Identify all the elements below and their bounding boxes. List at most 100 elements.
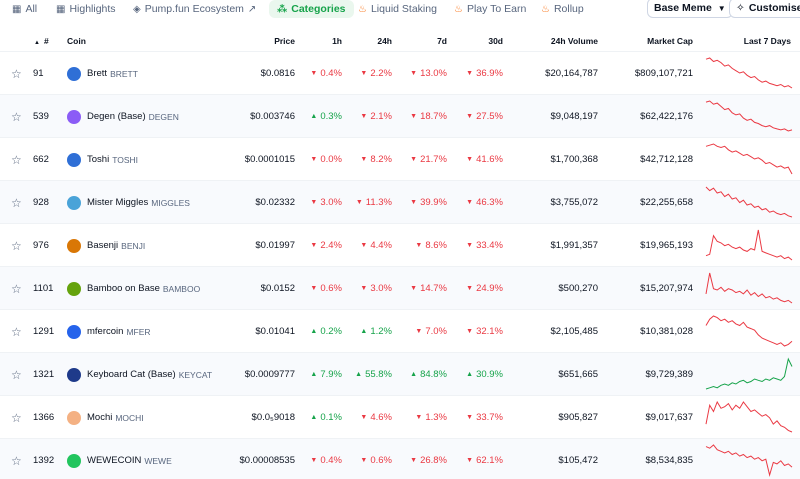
change-d30: ▼ 36.9% bbox=[466, 68, 503, 79]
caret-down-icon: ▼ bbox=[466, 457, 474, 464]
tab-play-to-earn[interactable]: ♨ Play To Earn bbox=[454, 3, 527, 15]
market-cap: $8,534,835 bbox=[645, 455, 693, 466]
caret-down-icon: ▼ bbox=[310, 242, 318, 249]
table-row[interactable]: ☆ 976 Basenji BENJI $0.01997 ▼ 2.4% ▼ 4.4% ▼ 8.6% ▼… bbox=[0, 223, 800, 266]
coin-name-link[interactable]: Brett BRETT bbox=[67, 52, 138, 95]
price: $0.003746 bbox=[250, 111, 295, 122]
watchlist-star-icon[interactable]: ☆ bbox=[11, 109, 22, 124]
coin-name-link[interactable]: Mister Miggles MIGGLES bbox=[67, 181, 190, 224]
flame-icon: ♨ bbox=[358, 3, 367, 15]
coin-symbol: BRETT bbox=[110, 68, 138, 79]
sparkline bbox=[705, 400, 793, 433]
coin-name-link[interactable]: Degen (Base) DEGEN bbox=[67, 95, 179, 138]
coin-symbol: BAMBOO bbox=[162, 283, 201, 294]
price: $0.00008535 bbox=[239, 455, 295, 466]
change-h24: ▲ 55.8% bbox=[355, 369, 392, 380]
tab-liquid-staking[interactable]: ♨ Liquid Staking bbox=[358, 3, 437, 15]
column-7d[interactable]: 7d bbox=[437, 36, 447, 46]
coin-name: Basenji bbox=[87, 240, 119, 251]
tab-all[interactable]: ▦ All bbox=[12, 3, 38, 15]
watchlist-star-icon[interactable]: ☆ bbox=[11, 66, 22, 81]
watchlist-star-icon[interactable]: ☆ bbox=[11, 195, 22, 210]
customise-button[interactable]: ✧ Customise bbox=[729, 0, 800, 18]
sparkline-chart bbox=[705, 186, 793, 218]
table-row[interactable]: ☆ 91 Brett BRETT $0.0816 ▼ 0.4% ▼ 2.2% ▼ 13.0% ▼ 36.… bbox=[0, 51, 800, 94]
coin-name-link[interactable]: Basenji BENJI bbox=[67, 224, 145, 267]
coin-name-link[interactable]: Bamboo on Base BAMBOO bbox=[67, 267, 200, 310]
table-row[interactable]: ☆ 1291 mfercoin MFER $0.01041 ▲ 0.2% ▲ 1.2% ▼ 7.0%… bbox=[0, 309, 800, 352]
tab-pump-fun-ecosystem[interactable]: ◈ Pump.fun Ecosystem ↗ bbox=[133, 3, 257, 15]
column-price[interactable]: Price bbox=[274, 36, 295, 46]
tab-categories[interactable]: ⁂ Categories bbox=[269, 0, 354, 18]
coin-logo bbox=[67, 66, 81, 81]
sparkline-chart bbox=[705, 357, 793, 390]
filter-tabs: ▦ All ▦ Highlights ◈ Pump.fun Ecosystem ↗ ⁂ C… bbox=[0, 0, 800, 18]
column-30d[interactable]: 30d bbox=[488, 36, 503, 46]
sparkle-icon: ✧ bbox=[736, 2, 745, 14]
volume-24h: $20,164,787 bbox=[545, 68, 598, 79]
coin-name-link[interactable]: Toshi TOSHI bbox=[67, 138, 138, 181]
sparkline-chart bbox=[705, 143, 793, 175]
table-row[interactable]: ☆ 928 Mister Miggles MIGGLES $0.02332 ▼ 3.0% ▼ 1… bbox=[0, 180, 800, 223]
watchlist-star-icon[interactable]: ☆ bbox=[11, 152, 22, 167]
tab-highlights[interactable]: ▦ Highlights bbox=[56, 3, 116, 15]
coin-name: Mochi bbox=[87, 412, 113, 423]
watchlist-star-icon[interactable]: ☆ bbox=[11, 410, 22, 425]
market-cap: $19,965,193 bbox=[640, 240, 693, 251]
coin-name-link[interactable]: mfercoin MFER bbox=[67, 310, 151, 353]
caret-down-icon: ▼ bbox=[360, 285, 368, 292]
watchlist-star-icon[interactable]: ☆ bbox=[11, 453, 22, 468]
change-h24: ▼ 2.2% bbox=[360, 68, 392, 79]
column-24h-volume[interactable]: 24h Volume bbox=[550, 36, 598, 46]
sparkline-chart bbox=[705, 57, 793, 89]
grid-icon: ▦ bbox=[12, 3, 22, 15]
change-h1: ▼ 0.0% bbox=[310, 154, 342, 165]
caret-up-icon: ▲ bbox=[360, 328, 368, 335]
sparkline-chart bbox=[705, 229, 793, 261]
rank: 1101 bbox=[33, 283, 54, 294]
column-market-cap[interactable]: Market Cap bbox=[647, 36, 693, 46]
volume-24h: $500,270 bbox=[558, 283, 598, 294]
rank: 1392 bbox=[33, 455, 55, 466]
change-d7: ▼ 21.7% bbox=[410, 154, 447, 165]
table-row[interactable]: ☆ 539 Degen (Base) DEGEN $0.003746 ▲ 0.3% ▼ 2.1%… bbox=[0, 94, 800, 137]
price: $0.0152 bbox=[260, 283, 295, 294]
watchlist-star-icon[interactable]: ☆ bbox=[11, 367, 22, 382]
caret-down-icon: ▼ bbox=[410, 113, 418, 120]
coin-symbol: MFER bbox=[126, 326, 151, 337]
watchlist-star-icon[interactable]: ☆ bbox=[11, 281, 22, 296]
change-h1: ▲ 0.3% bbox=[310, 111, 342, 122]
coin-name-link[interactable]: WEWECOIN WEWE bbox=[67, 439, 172, 479]
table-row[interactable]: ☆ 1321 Keyboard Cat (Base) KEYCAT $0.0009777… bbox=[0, 352, 800, 395]
coin-name-link[interactable]: Keyboard Cat (Base) KEYCAT bbox=[67, 353, 212, 396]
tab-rollup[interactable]: ♨ Rollup bbox=[541, 3, 584, 15]
category-dropdown[interactable]: Base Meme ▼ bbox=[647, 0, 733, 18]
column-1h[interactable]: 1h bbox=[332, 36, 342, 46]
change-h24: ▼ 3.0% bbox=[360, 283, 392, 294]
table-row[interactable]: ☆ 1366 Mochi MOCHI $0.0₅9018 ▲ 0.1% ▼ 4.6% ▼ 1.3% ▼… bbox=[0, 395, 800, 438]
change-d30: ▼ 33.7% bbox=[466, 412, 503, 423]
watchlist-star-icon[interactable]: ☆ bbox=[11, 238, 22, 253]
watchlist-star-icon[interactable]: ☆ bbox=[11, 324, 22, 339]
change-d7: ▼ 14.7% bbox=[410, 283, 447, 294]
sparkline bbox=[705, 143, 793, 175]
rank: 1366 bbox=[33, 412, 55, 423]
sort-rank-header[interactable]: ▲ # bbox=[34, 36, 49, 46]
column-coin[interactable]: Coin bbox=[67, 36, 86, 46]
column-last-7-days: Last 7 Days bbox=[743, 36, 791, 46]
coin-name: mfercoin bbox=[87, 326, 124, 337]
table-row[interactable]: ☆ 1101 Bamboo on Base BAMBOO $0.0152 ▼ 0.6% ▼ 3.… bbox=[0, 266, 800, 309]
column-24h[interactable]: 24h bbox=[377, 36, 392, 46]
market-cap: $9,729,389 bbox=[645, 369, 693, 380]
caret-up-icon: ▲ bbox=[466, 371, 474, 378]
caret-down-icon: ▼ bbox=[310, 285, 318, 292]
volume-24h: $905,827 bbox=[558, 412, 598, 423]
table-row[interactable]: ☆ 662 Toshi TOSHI $0.0001015 ▼ 0.0% ▼ 8.2% ▼ 21.7%… bbox=[0, 137, 800, 180]
sparkline-chart bbox=[705, 400, 793, 433]
change-d7: ▼ 18.7% bbox=[410, 111, 447, 122]
coin-name-link[interactable]: Mochi MOCHI bbox=[67, 396, 144, 439]
table-row[interactable]: ☆ 1392 WEWECOIN WEWE $0.00008535 ▼ 0.4% ▼ 0.6% ▼ 2… bbox=[0, 438, 800, 479]
caret-down-icon: ▼ bbox=[466, 113, 474, 120]
caret-down-icon: ▼ bbox=[310, 457, 318, 464]
coin-symbol: KEYCAT bbox=[178, 369, 213, 380]
